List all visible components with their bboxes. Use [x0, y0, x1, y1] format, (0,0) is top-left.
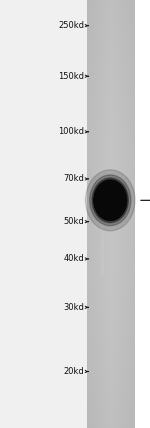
Ellipse shape [94, 180, 127, 221]
Ellipse shape [90, 175, 131, 226]
Text: 30kd: 30kd [63, 303, 84, 312]
Text: www.ptglab.com: www.ptglab.com [101, 222, 106, 274]
Text: 150kd: 150kd [58, 71, 84, 81]
Text: 50kd: 50kd [63, 217, 84, 226]
Text: 70kd: 70kd [63, 174, 84, 184]
Text: 250kd: 250kd [58, 21, 84, 30]
Text: 20kd: 20kd [63, 367, 84, 376]
Ellipse shape [85, 170, 135, 231]
Text: 40kd: 40kd [63, 254, 84, 264]
Ellipse shape [92, 178, 128, 223]
Text: 100kd: 100kd [58, 127, 84, 137]
